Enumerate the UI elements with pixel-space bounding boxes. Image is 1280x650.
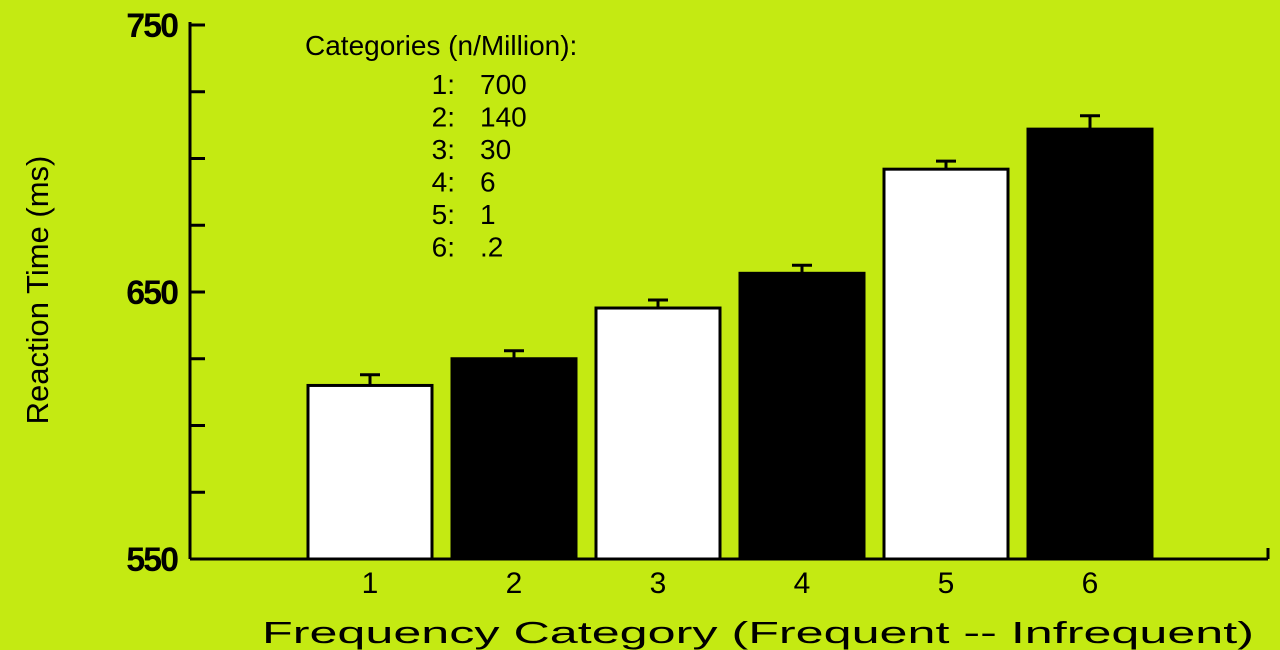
bar-1 [306,383,434,561]
x-axis-title: Frequency Category (Frequent -- Infreque… [262,615,1254,650]
legend-key-3: 3: [432,134,455,165]
legend-key-2: 2: [432,102,455,133]
x-tick-label-1: 1 [362,567,379,600]
legend-key-6: 6: [432,232,455,263]
y-tick-label-0: 550 [126,541,178,579]
legend-value-6: .2 [480,232,503,263]
x-tick-label-5: 5 [938,567,955,600]
legend-key-4: 4: [432,167,455,198]
x-tick-label-2: 2 [506,567,523,600]
legend-title: Categories (n/Million): [305,30,577,61]
error-bars-group [360,114,1100,386]
y-tick-label-4: 650 [126,274,178,312]
legend-key-5: 5: [432,199,455,230]
x-ticks-group: 1 2 3 4 5 6 [362,567,1099,600]
bar-3 [594,306,722,561]
bar-2 [450,357,578,561]
y-axis-title: Reaction Time (ms) [20,156,55,425]
x-tick-label-6: 6 [1082,567,1099,600]
legend-items-group: 1: 700 2: 140 3: 30 4: 6 5: 1 6: .2 [432,69,527,263]
legend-value-3: 30 [480,134,511,165]
y-ticks-group: 550 650 750 [126,7,205,579]
bar-6 [1026,127,1154,561]
legend: Categories (n/Million): 1: 700 2: 140 3: 30 4:… [305,30,577,263]
legend-value-4: 6 [480,167,496,198]
legend-value-5: 1 [480,199,496,230]
bar-5 [882,167,1010,561]
legend-value-1: 700 [480,69,527,100]
y-tick-label-8: 750 [126,7,178,45]
legend-value-2: 140 [480,102,527,133]
legend-key-1: 1: [432,69,455,100]
bar-4 [738,271,866,561]
x-tick-label-3: 3 [650,567,667,600]
x-tick-label-4: 4 [794,567,811,600]
